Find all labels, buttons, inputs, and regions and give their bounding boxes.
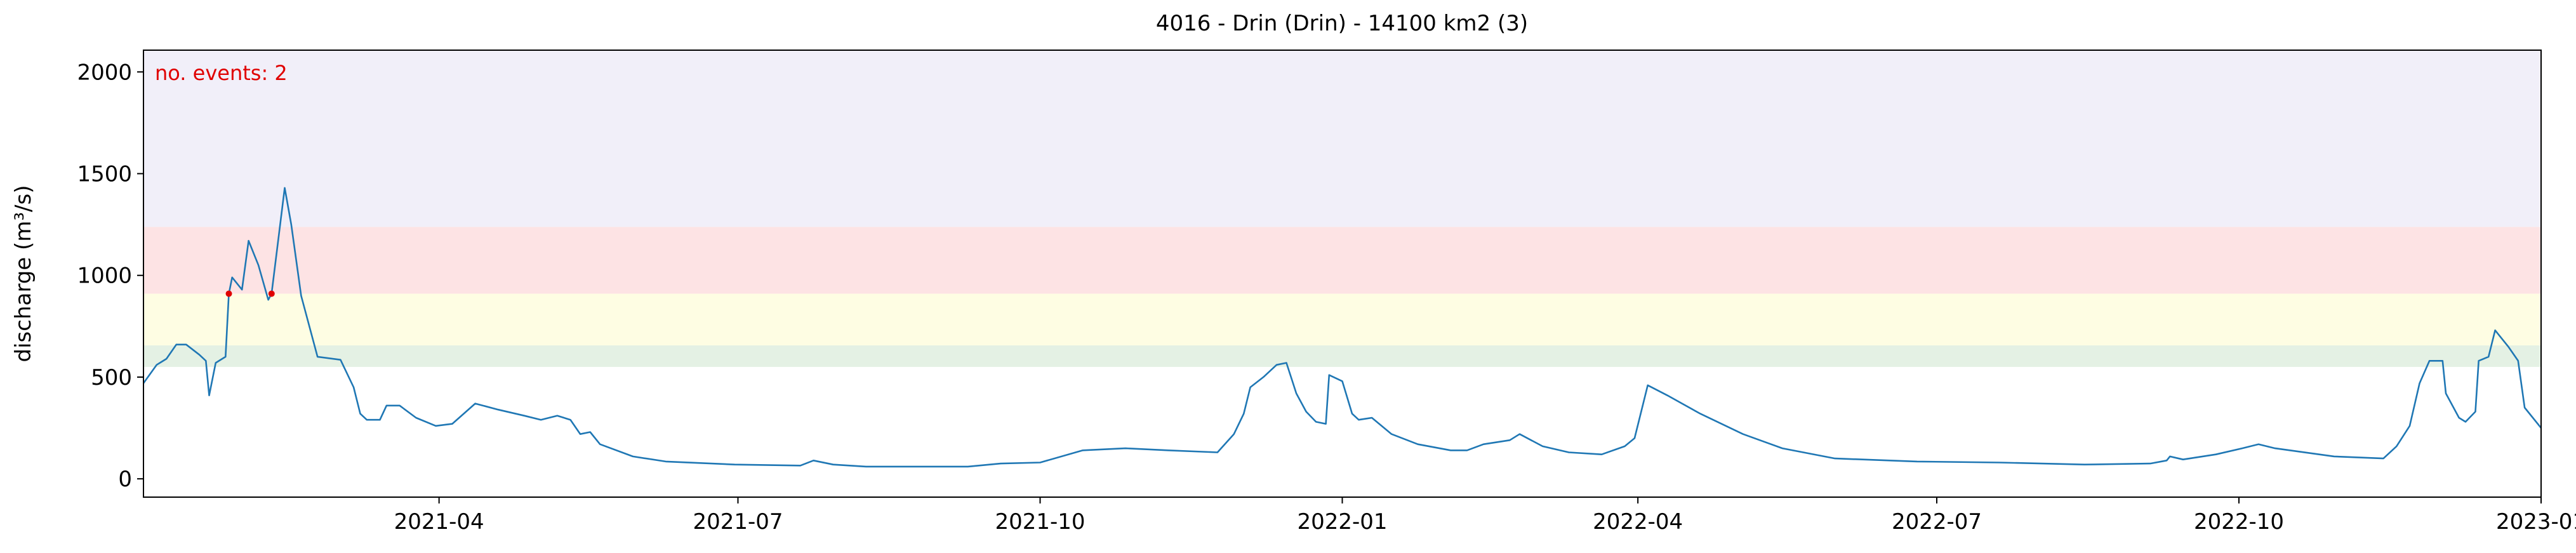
threshold-band	[143, 345, 2541, 367]
y-axis-label: discharge (m³/s)	[11, 185, 36, 363]
x-tick-label: 2021-07	[693, 509, 783, 535]
threshold-band	[143, 227, 2541, 294]
y-tick-label: 500	[91, 365, 132, 390]
x-tick-label: 2022-01	[1297, 509, 1387, 535]
plot-frame	[143, 50, 2542, 498]
threshold-band	[143, 293, 2541, 345]
x-tick-label: 2022-10	[2194, 509, 2284, 535]
y-tick-label: 0	[118, 467, 132, 492]
y-tick-label: 2000	[77, 60, 132, 85]
x-tick-label: 2022-04	[1593, 509, 1683, 535]
event-marker	[268, 290, 275, 297]
y-tick-label: 1500	[77, 162, 132, 187]
x-tick-label: 2022-07	[1892, 509, 1982, 535]
chart-title: 4016 - Drin (Drin) - 14100 km2 (3)	[1156, 11, 1528, 36]
y-tick-label: 1000	[77, 263, 132, 289]
x-tick-label: 2021-10	[995, 509, 1085, 535]
x-tick-label: 2021-04	[394, 509, 484, 535]
threshold-band	[143, 50, 2541, 227]
discharge-line	[142, 187, 2542, 468]
x-tick-label: 2023-01	[2496, 509, 2576, 535]
event-marker	[225, 290, 232, 297]
events-annotation: no. events: 2	[155, 61, 288, 85]
